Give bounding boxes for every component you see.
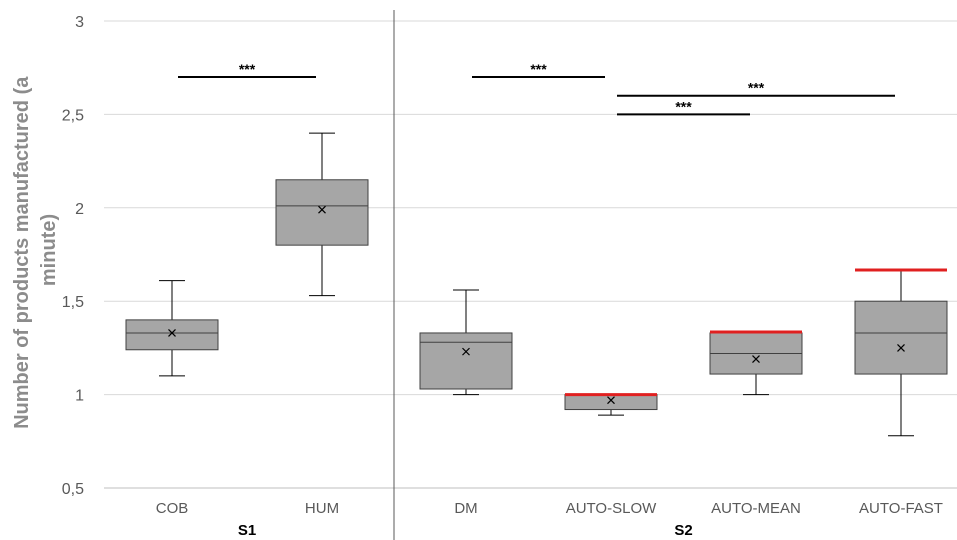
significance-brackets: *** *** *** *** [178, 61, 895, 116]
group-labels: S1 S2 [238, 522, 693, 539]
iqr-box [275, 179, 369, 246]
mean-marker [897, 343, 905, 352]
mean-marker [318, 205, 326, 214]
significance-bracket: *** [178, 61, 316, 79]
boxes [125, 132, 948, 437]
y-axis-label: Number of products manufactured (a minut… [11, 71, 60, 429]
mean-marker [462, 347, 470, 356]
y-tick-label: 2 [75, 201, 84, 218]
y-tick-label: 3 [75, 14, 84, 31]
grid-lines [104, 20, 957, 396]
category-label: AUTO-FAST [859, 500, 943, 517]
significance-label: *** [748, 80, 765, 96]
y-axis-label-line-1: Number of products manufactured (a [11, 76, 33, 429]
group-label-s2: S2 [674, 522, 692, 539]
significance-label: *** [530, 61, 547, 77]
category-label: AUTO-MEAN [711, 500, 801, 517]
category-label: HUM [305, 500, 339, 517]
box-hum [275, 132, 369, 297]
iqr-box [854, 300, 948, 375]
mean-marker [607, 396, 615, 405]
significance-bracket: *** [617, 80, 895, 97]
iqr-box [564, 394, 658, 411]
y-tick-label: 1 [75, 388, 84, 405]
box-auto-mean [709, 330, 803, 396]
significance-label: *** [675, 98, 692, 114]
y-tick-label: 1,5 [62, 294, 84, 311]
box-auto-fast [854, 268, 948, 437]
category-label: DM [454, 500, 477, 517]
mean-marker [168, 329, 176, 337]
iqr-box [419, 332, 513, 390]
significance-bracket: *** [617, 98, 750, 116]
group-label-s1: S1 [238, 522, 256, 539]
y-tick-label: 2,5 [62, 107, 84, 124]
significance-bracket: *** [472, 61, 605, 79]
category-label: AUTO-SLOW [566, 500, 657, 517]
y-tick-label: 0,5 [62, 481, 84, 498]
y-axis-label-line-2: minute) [38, 214, 60, 286]
category-label: COB [156, 500, 189, 517]
iqr-box [125, 319, 219, 351]
mean-marker [752, 355, 760, 364]
box-dm [419, 289, 513, 396]
y-axis-ticks: 0,5 1 1,5 2 2,5 3 [62, 14, 84, 498]
box-cob [125, 280, 219, 377]
significance-label: *** [239, 61, 256, 77]
box-auto-slow [564, 393, 658, 416]
category-labels: COB HUM DM AUTO-SLOW AUTO-MEAN AUTO-FAST [156, 500, 943, 517]
